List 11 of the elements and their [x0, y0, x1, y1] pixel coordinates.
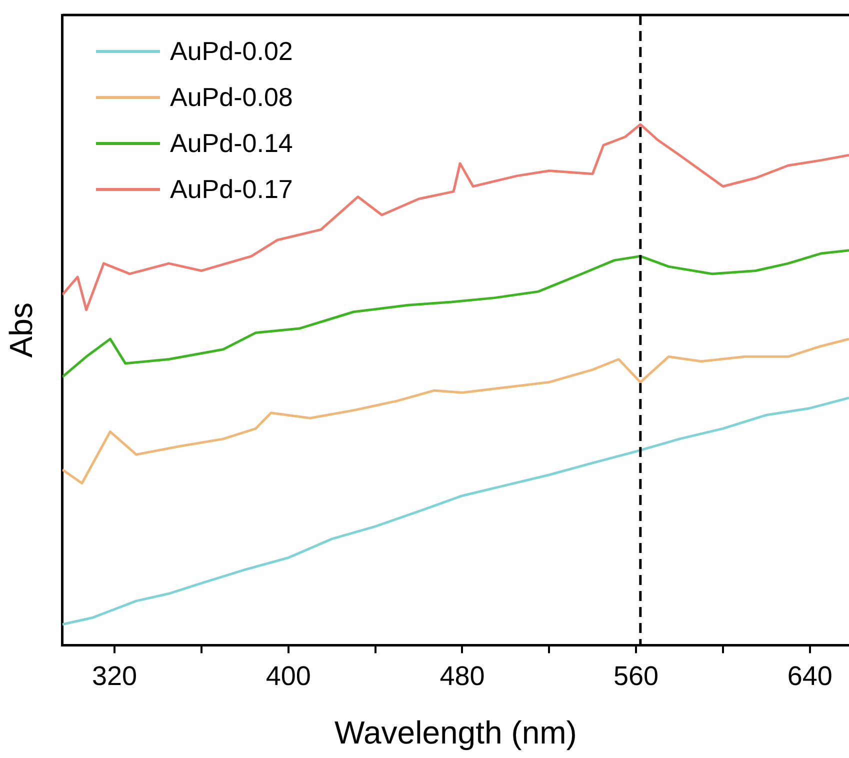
y-axis-title: Abs [3, 302, 40, 358]
legend-label: AuPd-0.08 [170, 82, 293, 112]
x-tick-label: 640 [787, 660, 832, 691]
x-tick-label: 480 [440, 660, 485, 691]
legend-label: AuPd-0.02 [170, 36, 293, 66]
x-tick-label: 320 [92, 660, 138, 691]
legend-label: AuPd-0.14 [170, 128, 293, 158]
x-axis-title: Wavelength (nm) [334, 714, 577, 751]
x-tick-label: 400 [266, 660, 311, 691]
x-tick-label: 560 [614, 660, 659, 691]
legend-label: AuPd-0.17 [170, 174, 293, 204]
